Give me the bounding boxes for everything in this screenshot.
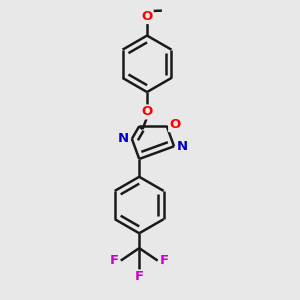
- Text: O: O: [141, 106, 153, 118]
- Text: F: F: [110, 254, 119, 267]
- Text: N: N: [118, 132, 129, 146]
- Text: F: F: [160, 254, 169, 267]
- Text: O: O: [141, 10, 153, 23]
- Text: N: N: [177, 140, 188, 153]
- Text: O: O: [169, 118, 180, 131]
- Text: F: F: [135, 271, 144, 284]
